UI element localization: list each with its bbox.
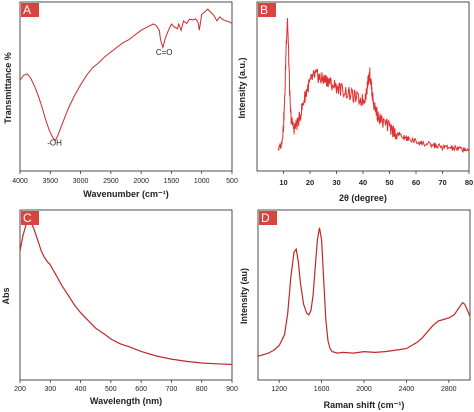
panel-a-annotation-co: C=O (156, 48, 173, 57)
panel-b-x-tick-label: 30 (332, 178, 340, 187)
panel-d-raman-line (257, 227, 471, 357)
panel-b: 10 20 30 40 50 60 70 80 Intensity (a.u.) 2θ (de… (237, 1, 473, 203)
panel-b-y-axis-label: Intensity (a.u.) (237, 57, 247, 118)
panel-c-frame (19, 209, 233, 381)
panel-a-frame (19, 1, 233, 172)
panel-b-frame (256, 1, 470, 172)
panel-a-x-tick-label: 1000 (194, 178, 210, 185)
panel-c-x-tick-label: 800 (196, 386, 208, 393)
panel-a-annotation-oh: -OH (47, 138, 62, 147)
panel-c-x-axis-label: Wavelength (nm) (90, 396, 162, 406)
panel-a-x-tick-label: 3000 (73, 178, 89, 185)
panel-c-tag: C (21, 211, 39, 225)
panel-b-x-tick-label: 10 (279, 178, 287, 187)
panel-c-x-tick-label: 300 (44, 386, 56, 393)
panel-a-x-axis-label: Wavenumber (cm⁻¹) (83, 189, 168, 199)
panel-d-x-tick-label: 1200 (271, 386, 287, 393)
panel-d-x-axis-label: Raman shift (cm⁻¹) (324, 400, 405, 410)
panel-b-x-tick-label: 50 (385, 178, 393, 187)
panel-c-x-tick-label: 700 (166, 386, 178, 393)
panel-d-tag: D (259, 211, 277, 225)
panel-b-x-tick-label: 40 (359, 178, 367, 187)
panel-c-y-axis-label: Abs (1, 287, 11, 304)
panel-a-x-tick-label: 1500 (164, 178, 180, 185)
panel-a-x-tick-label: 2000 (133, 178, 149, 185)
panel-c-x-tick-label: 900 (226, 386, 238, 393)
panel-d-x-tick-label: 2400 (399, 386, 415, 393)
panel-c-x-tick-label: 400 (75, 386, 87, 393)
panel-a-x-tick-label: 2500 (103, 178, 119, 185)
panel-c-x-tick-label: 500 (105, 386, 117, 393)
panel-b-x-tick-label: 60 (412, 178, 420, 187)
panel-b-x-tick-label: 20 (306, 178, 314, 187)
panel-b-xrd-line (277, 18, 470, 153)
panel-c-uvvis-line (19, 220, 233, 366)
panel-b-x-tick-label: 80 (465, 178, 473, 187)
panel-a-ftir-line (19, 8, 233, 142)
panel-a: 4000 3500 3000 2500 2000 1500 1000 500 -OH C=O … (3, 1, 238, 199)
panel-d-y-axis-label: Intensity (au) (239, 268, 249, 324)
panel-b-tag: B (258, 3, 276, 17)
panel-a-x-tick-label: 3500 (42, 178, 58, 185)
panel-d-x-tick-label: 2000 (356, 386, 372, 393)
panel-d-x-tick-label: 2800 (441, 386, 457, 393)
panel-a-x-tick-label: 4000 (12, 178, 28, 185)
panel-c: 200 300 400 500 600 700 800 900 Abs Wavelength … (1, 209, 238, 406)
panel-b-x-axis-label: 2θ (degree) (339, 193, 387, 203)
panel-c-x-tick-label: 200 (14, 386, 26, 393)
panel-a-tag: A (21, 3, 39, 17)
panel-a-x-tick-label: 500 (226, 178, 238, 185)
panel-a-y-axis-label: Transmittance % (3, 52, 13, 124)
panel-d: 1200 1600 2000 2400 2800 Intensity (au) Rama… (239, 209, 471, 410)
panel-c-x-tick-label: 600 (135, 386, 147, 393)
panel-b-x-tick-label: 70 (438, 178, 446, 187)
panel-d-x-tick-label: 1600 (314, 386, 330, 393)
